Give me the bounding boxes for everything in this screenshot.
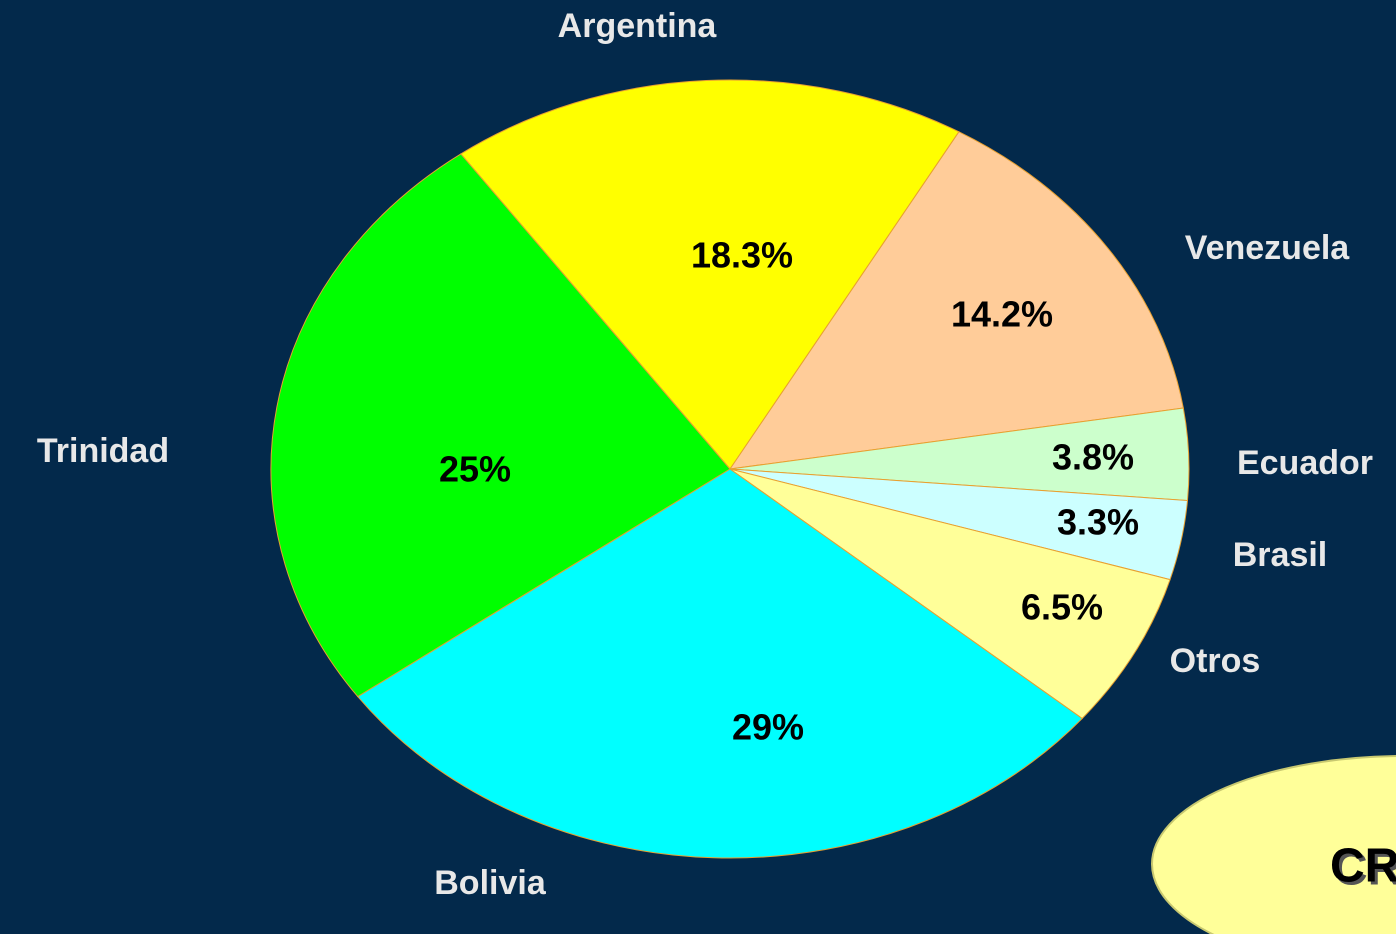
value-label: 3.3% xyxy=(1057,502,1139,543)
category-label: Brasil xyxy=(1233,536,1328,574)
category-label: Trinidad xyxy=(37,432,169,470)
pie-slice xyxy=(270,153,731,698)
category-label: Venezuela xyxy=(1185,229,1351,267)
callout-text: CR xyxy=(1330,840,1396,893)
callout-bubble xyxy=(1151,755,1396,934)
value-label: 6.5% xyxy=(1021,587,1103,628)
category-label: Otros xyxy=(1170,642,1261,680)
pie-slice xyxy=(357,468,1083,859)
category-label: Bolivia xyxy=(434,864,547,902)
value-label: 3.8% xyxy=(1052,437,1134,478)
pie-slice xyxy=(729,468,1171,720)
value-label: 25% xyxy=(439,449,511,490)
value-label: 14.2% xyxy=(951,294,1053,335)
value-label: 18.3% xyxy=(691,235,793,276)
category-label: Ecuador xyxy=(1237,444,1373,482)
pie-slice xyxy=(460,79,960,470)
value-label: 29% xyxy=(732,707,804,748)
pie xyxy=(270,79,1190,859)
callout-shadow: CR xyxy=(1333,843,1396,896)
category-label: Argentina xyxy=(558,7,718,45)
pie-slice xyxy=(728,131,1184,470)
